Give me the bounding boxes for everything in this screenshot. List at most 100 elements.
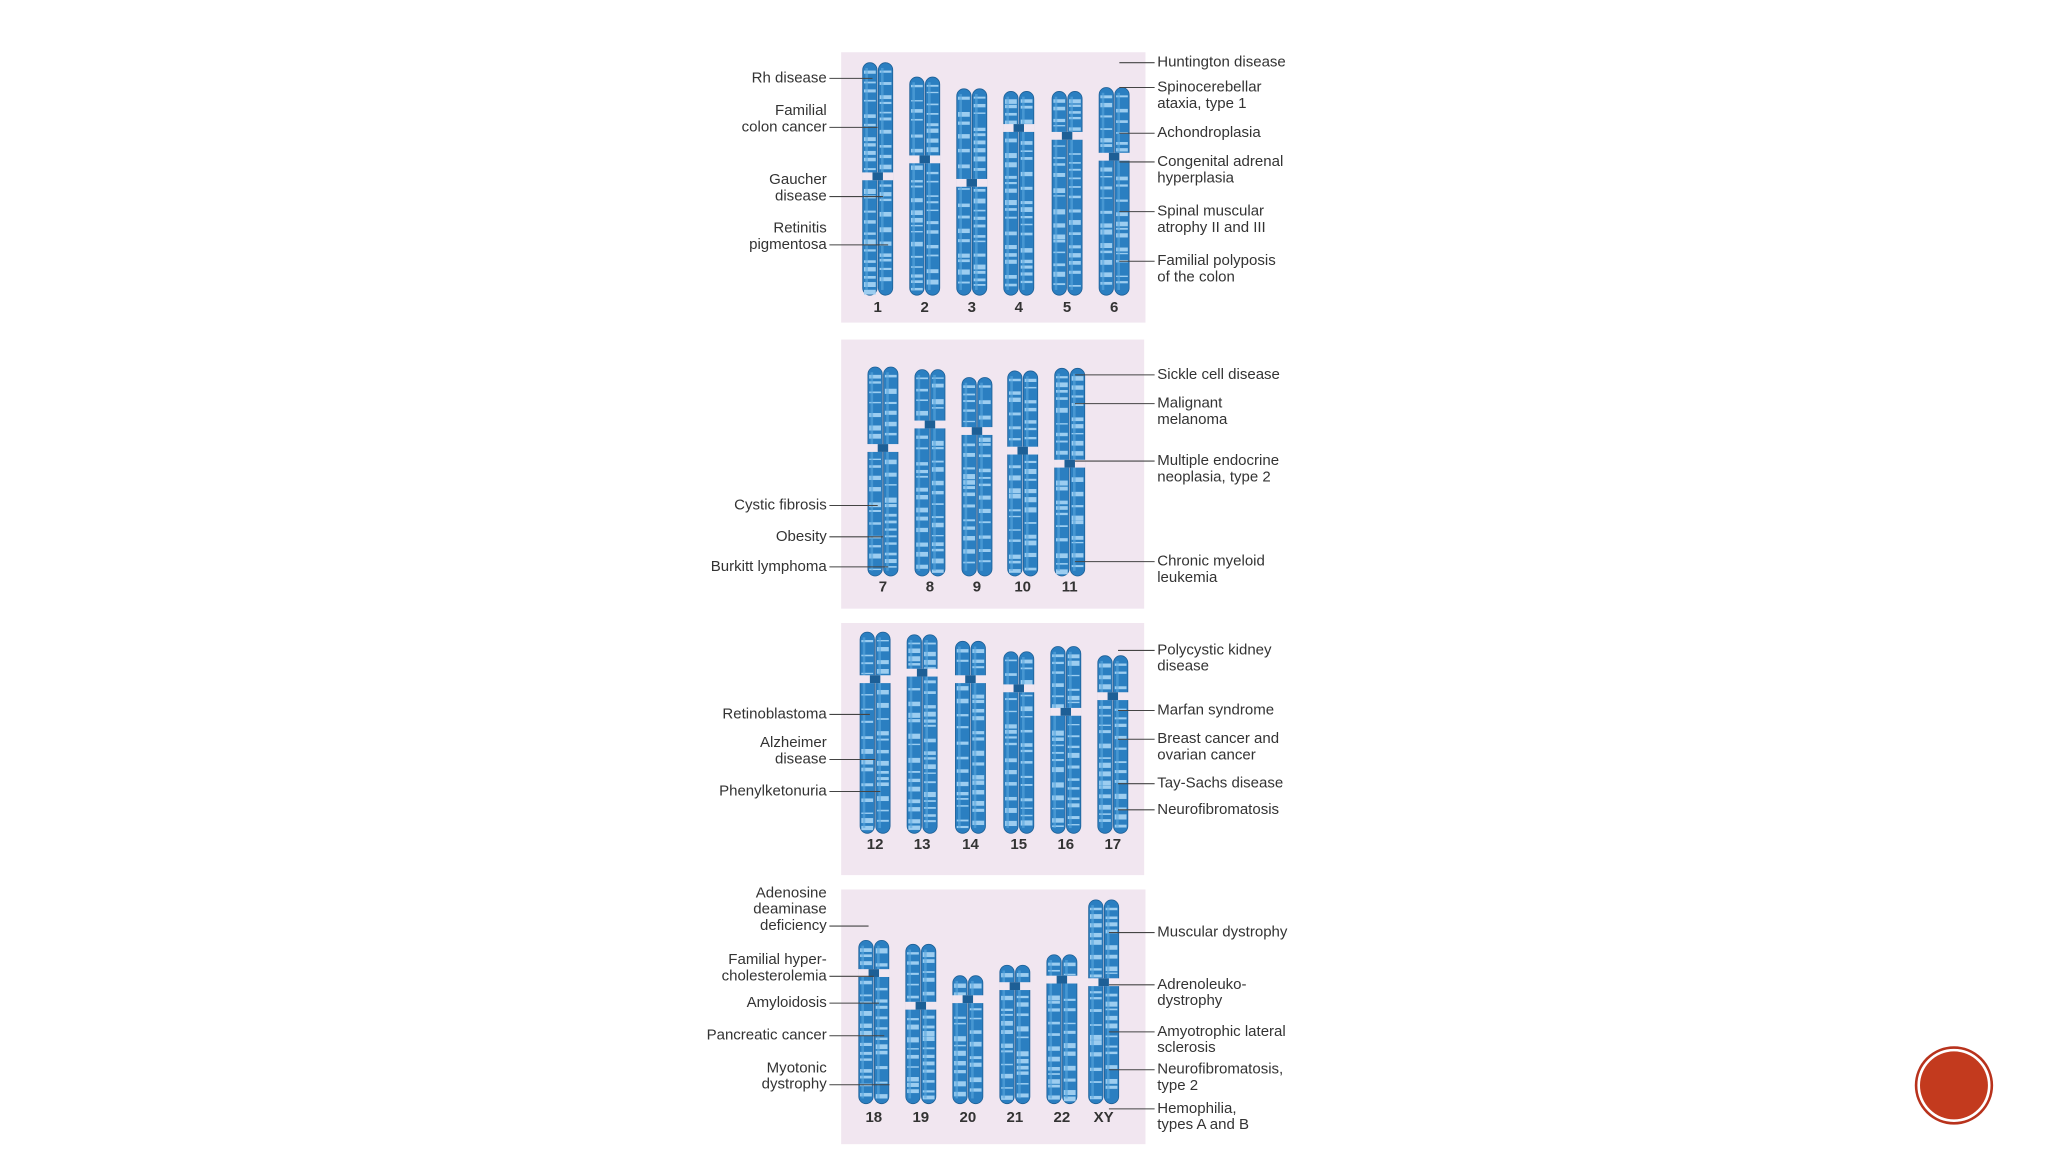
band [978, 437, 991, 442]
band [931, 558, 944, 564]
band [1069, 253, 1081, 258]
band [1016, 995, 1029, 999]
band [875, 1050, 888, 1055]
band [1001, 1087, 1013, 1089]
band [1016, 1013, 1029, 1017]
band [931, 383, 944, 388]
band [954, 1061, 966, 1066]
band [1024, 420, 1037, 424]
band [1056, 525, 1068, 528]
band [954, 1091, 966, 1097]
band [1053, 263, 1066, 267]
band [916, 435, 928, 439]
band [1005, 120, 1017, 125]
band [879, 101, 892, 105]
band [1100, 210, 1113, 214]
band [911, 84, 923, 88]
band [956, 726, 969, 729]
band [1056, 407, 1068, 413]
band [875, 1016, 888, 1020]
band [1056, 450, 1068, 455]
highlight [1018, 970, 1021, 1099]
highlight [917, 374, 921, 571]
band [877, 819, 889, 822]
band [1016, 1051, 1029, 1057]
band [1105, 993, 1118, 997]
highlight [975, 94, 978, 290]
band [1024, 507, 1037, 513]
disease-label: Polycystic kidney [1157, 641, 1272, 658]
band [860, 1092, 872, 1097]
band [907, 961, 919, 965]
band [1099, 771, 1111, 777]
band [969, 1041, 982, 1047]
disease-label: Breast cancer and [1157, 730, 1279, 747]
band [958, 148, 970, 153]
centromere-core [1013, 684, 1024, 693]
highlight [1065, 960, 1068, 1099]
band [1020, 667, 1033, 670]
band [1071, 385, 1084, 390]
highlight [1069, 651, 1072, 829]
band [1099, 819, 1111, 822]
band [931, 548, 944, 552]
band [1005, 245, 1017, 250]
band [1020, 280, 1033, 284]
band [1067, 654, 1080, 659]
band [884, 520, 897, 524]
band [861, 748, 874, 754]
band [1005, 104, 1017, 109]
highlight [958, 646, 961, 829]
band [1116, 148, 1128, 152]
band [908, 656, 921, 662]
band [958, 281, 970, 284]
band [861, 708, 874, 711]
band [958, 215, 970, 219]
band [869, 413, 881, 418]
band [963, 474, 976, 480]
band [884, 513, 897, 517]
highlight [1070, 96, 1073, 290]
band [1005, 175, 1017, 179]
band [908, 799, 921, 804]
band [1100, 223, 1113, 228]
band [1100, 250, 1113, 254]
band [969, 1030, 982, 1034]
band [1024, 378, 1037, 382]
band [1020, 171, 1033, 177]
band [877, 669, 889, 674]
band [956, 769, 969, 773]
highlight [886, 372, 889, 571]
band [1005, 673, 1017, 676]
band [1067, 765, 1080, 769]
band [911, 231, 923, 233]
chromosome-number: 10 [1014, 579, 1031, 596]
band [879, 129, 892, 134]
band [1016, 1065, 1029, 1070]
band [978, 508, 991, 514]
chromatid [1003, 651, 1019, 834]
band [973, 156, 986, 162]
band [1100, 176, 1113, 178]
band [1016, 973, 1029, 977]
band [1052, 671, 1064, 674]
band [1056, 563, 1068, 565]
band [884, 542, 897, 545]
chromosome-number: 3 [968, 299, 976, 316]
band [1069, 99, 1081, 104]
centromere-core [1061, 131, 1073, 140]
band [907, 1048, 919, 1050]
band [877, 702, 889, 708]
band [875, 963, 888, 967]
band [864, 137, 876, 142]
band [916, 542, 928, 547]
band [1116, 221, 1128, 227]
band [1048, 1021, 1060, 1025]
band [877, 689, 889, 695]
nav-button-fill[interactable] [1920, 1051, 1988, 1120]
band [1071, 541, 1084, 544]
disease-label: Familial hyper- [728, 951, 826, 968]
centromere-core [1013, 124, 1024, 132]
highlight [909, 640, 913, 829]
band [926, 128, 939, 133]
